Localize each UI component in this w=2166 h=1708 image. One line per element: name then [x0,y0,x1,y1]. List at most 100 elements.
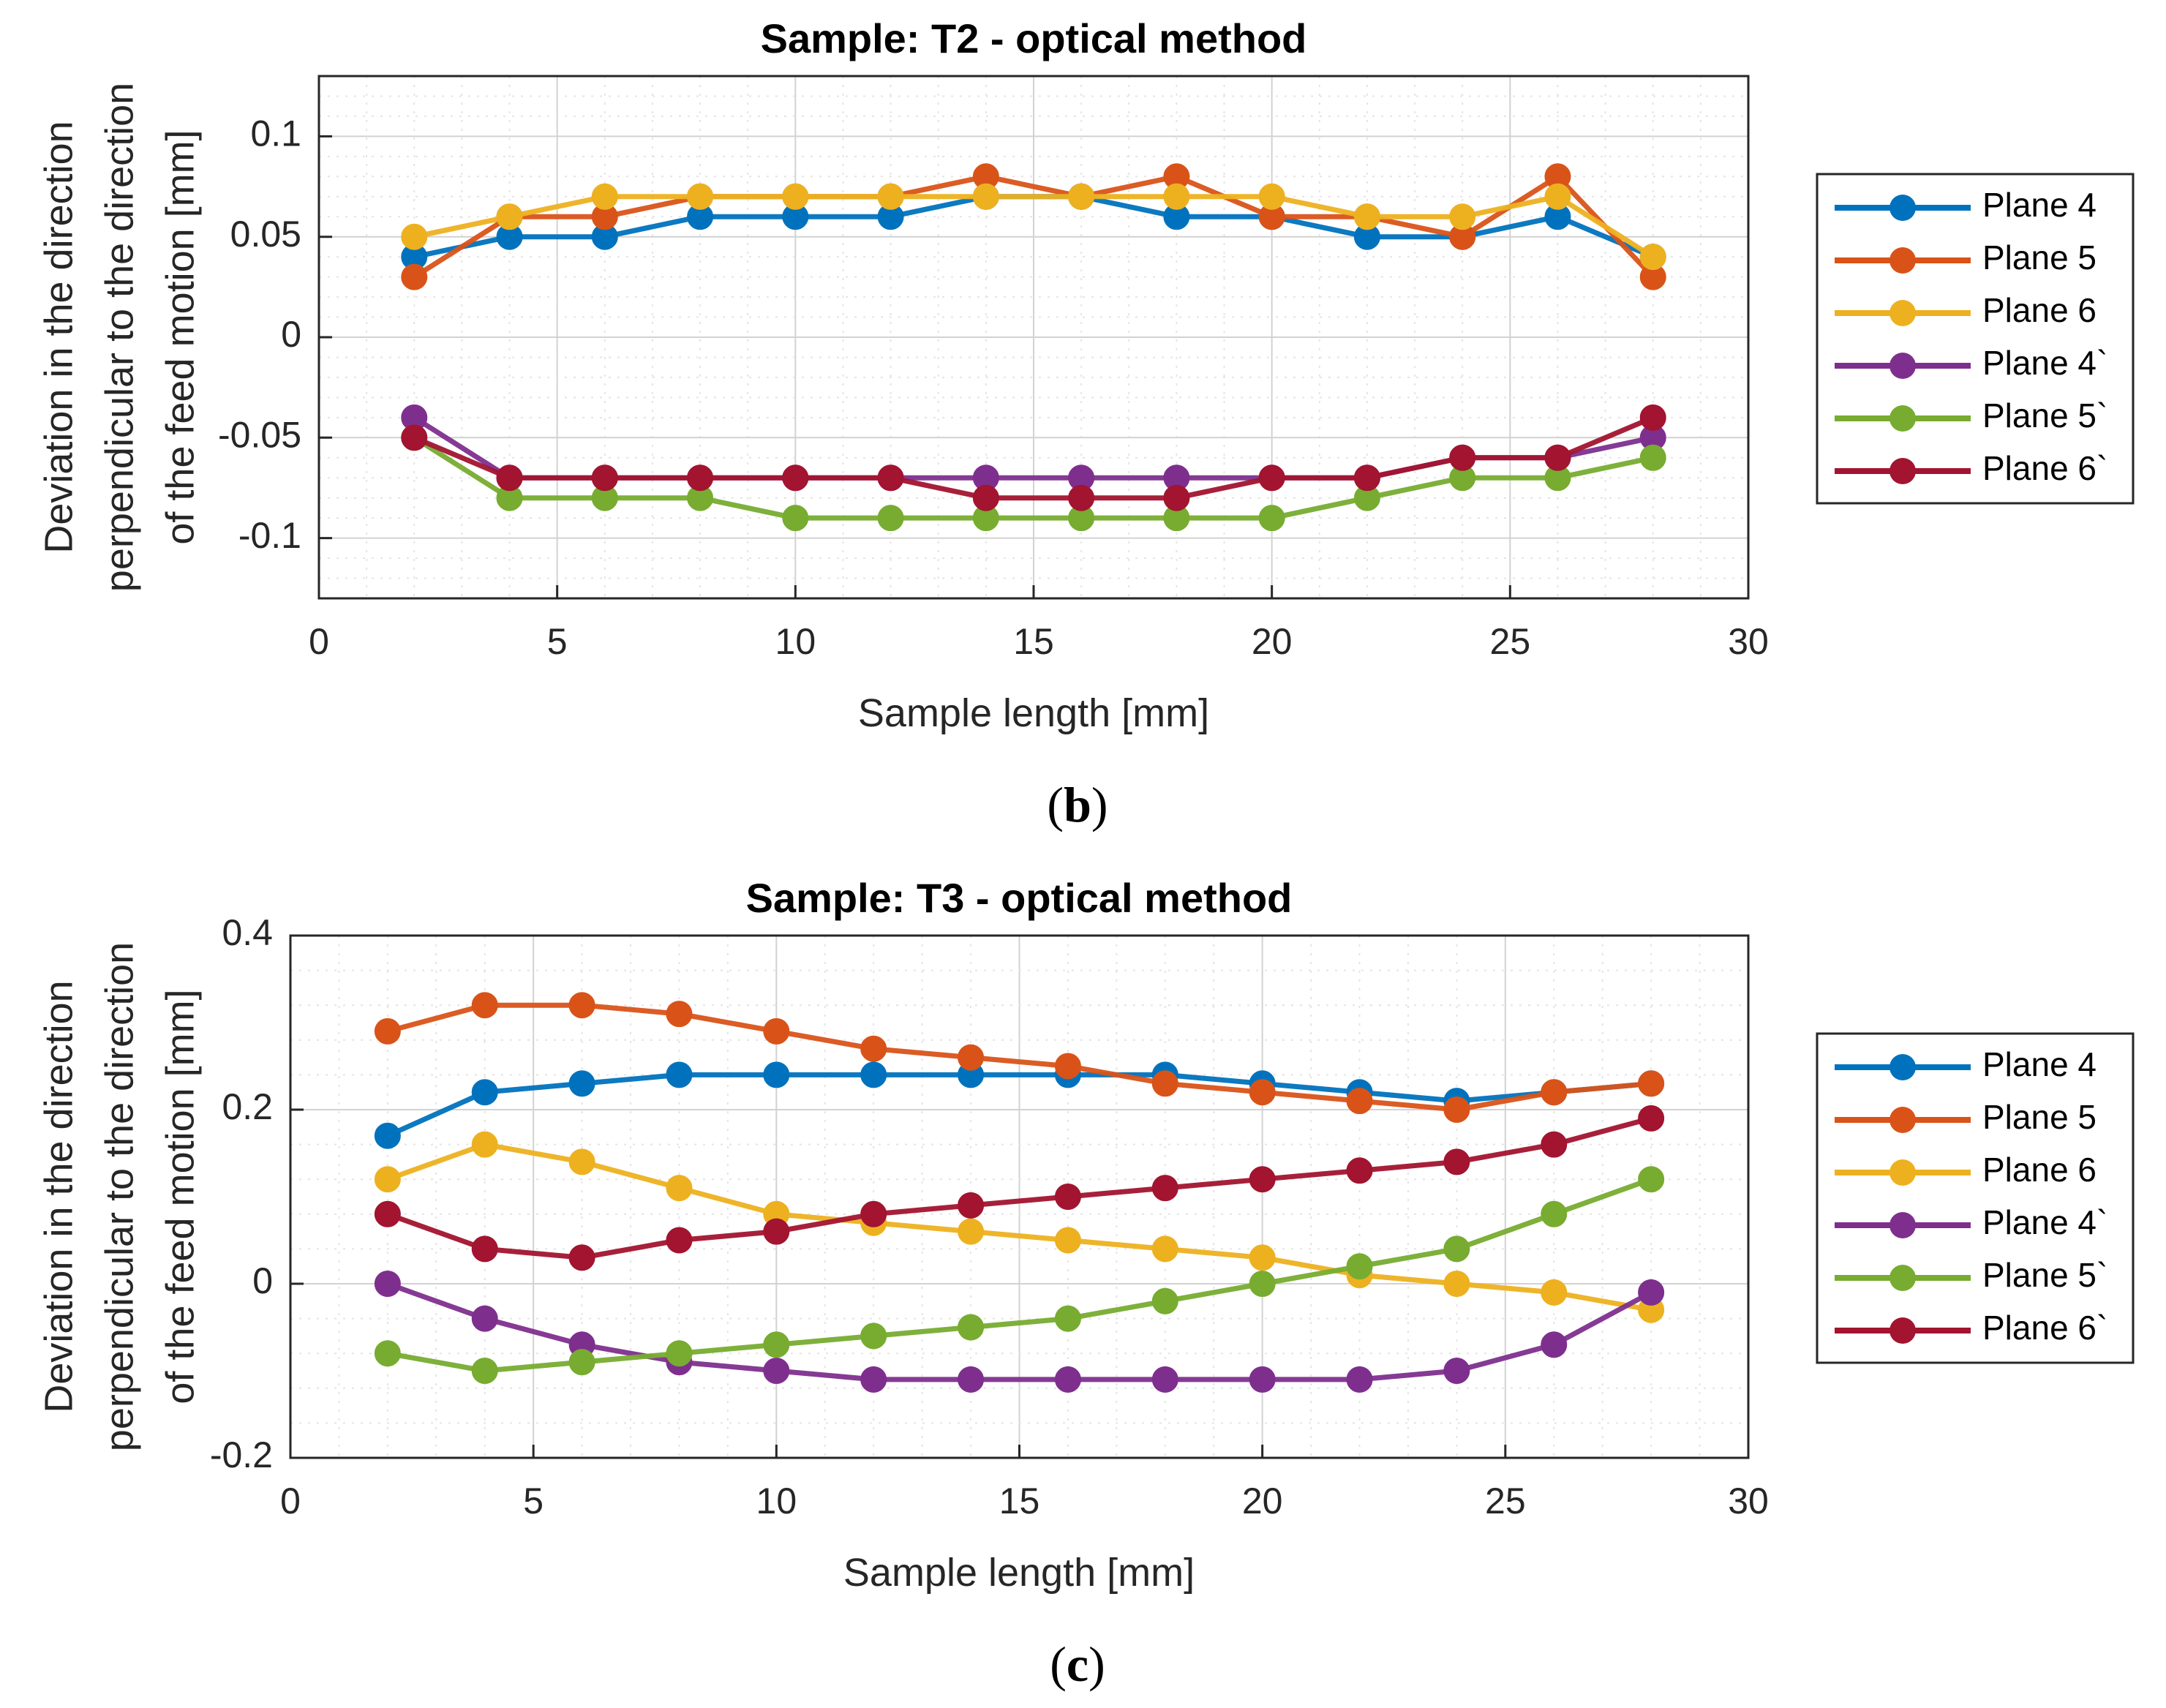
legend-marker [1889,1159,1916,1186]
data-point [1249,1244,1276,1271]
series-plane-6 [401,183,1666,271]
y-tick-labels: 0.4 0.2 0 -0.2 [210,912,304,1475]
data-point [972,183,999,210]
data-point [1541,1131,1568,1158]
chart-t2: Sample: T2 - optical method 0.1 0.05 0 -0.0… [37,15,2135,832]
y-tick-label: 0.05 [230,214,301,255]
data-point [1639,404,1666,431]
y-axis-label-line-1: Deviation in the direction [37,980,80,1412]
x-axis-label: Sample length [mm] [858,691,1209,735]
data-point [1541,1331,1568,1358]
legend-label: Plane 4 [1982,1045,2097,1083]
x-tick-label: 0 [309,621,329,662]
y-axis-label-line-2: perpendicular to the direction [97,83,141,592]
legend-item: Plane 4 [1835,186,2097,224]
data-point [1443,1358,1470,1384]
caption: (c) [1050,1636,1105,1692]
data-point [1249,1166,1276,1193]
chart-title: Sample: T2 - optical method [761,15,1307,61]
data-point [591,464,618,492]
data-point [1443,1096,1470,1123]
legend-box [1816,173,2135,505]
data-point [1054,1366,1081,1393]
data-point [763,1331,790,1358]
x-tick-labels: 0 5 10 15 20 25 30 [309,585,1769,662]
data-point [1163,484,1190,511]
legend-item: Plane 6 [1835,1151,2097,1189]
data-point [1346,1088,1373,1115]
legend-item: Plane 6` [1835,1309,2107,1347]
data-point [958,1218,985,1245]
data-point [1054,1227,1081,1254]
legend-label: Plane 5` [1982,396,2107,434]
y-axis-label-line-2: perpendicular to the direction [97,942,141,1451]
legend-label: Plane 6` [1982,449,2107,487]
data-point [782,183,809,210]
data-point [782,505,809,532]
x-axis-label: Sample length [mm] [843,1551,1195,1595]
series-line [385,1002,1654,1113]
legend-label: Plane 5` [1982,1256,2107,1294]
data-point [568,992,595,1019]
data-point [591,183,618,210]
series-plane-5 [374,992,1665,1123]
data-point [1443,1148,1470,1175]
data-point [763,1218,790,1245]
data-point [1541,1279,1568,1306]
x-tick-label: 25 [1485,1481,1526,1521]
caption-open: ( [1050,1636,1067,1692]
y-tick-label: 0.4 [222,912,273,953]
legend-item: Plane 4` [1835,344,2107,382]
legend-marker [1889,247,1916,274]
y-tick-label: 0 [252,1260,273,1301]
x-tick-label: 0 [280,1481,301,1521]
data-point [1541,1200,1568,1227]
data-point [958,1366,985,1393]
data-point [1068,484,1095,511]
legend-marker [1889,1317,1916,1344]
x-tick-label: 5 [523,1481,544,1521]
caption: (b) [1047,777,1108,832]
legend-marker [1889,1212,1916,1238]
data-point [958,1044,985,1071]
series-plane-6- [401,404,1666,511]
data-point [666,1340,693,1367]
data-point [496,464,523,492]
data-point [1638,1070,1665,1097]
legend-label: Plane 6 [1982,291,2097,329]
data-point [1068,183,1095,210]
data-point [1151,1366,1178,1393]
data-point [1054,1053,1081,1080]
data-point [1443,1271,1470,1297]
data-point [1544,444,1571,471]
data-point [860,1323,887,1350]
data-point [860,1200,887,1227]
data-point [496,203,523,230]
x-tick-label: 30 [1728,621,1769,662]
data-point [972,484,999,511]
caption-close: ) [1091,777,1108,832]
legend-label: Plane 4 [1982,186,2097,224]
data-point [401,424,428,451]
y-tick-labels: 0.1 0.05 0 -0.05 -0.1 [218,113,332,556]
data-point [374,1017,401,1045]
data-point [374,1271,401,1297]
legend-marker [1889,300,1916,326]
series-plane-4 [374,1061,1665,1149]
data-point [877,464,904,492]
legend-item: Plane 4` [1835,1203,2107,1241]
data-point [1151,1287,1178,1314]
caption-letter: c [1067,1636,1088,1692]
y-axis-label-line-3: of the feed motion [mm] [158,989,202,1404]
data-point [1638,1166,1665,1193]
y-tick-label: -0.2 [210,1434,273,1475]
legend-item: Plane 4 [1835,1045,2097,1083]
data-point [471,1305,498,1332]
data-point [568,1070,595,1097]
data-point [568,1349,595,1376]
legend-label: Plane 6` [1982,1309,2107,1347]
series-line [411,194,1656,260]
series-line [385,1281,1654,1382]
legend-marker [1889,195,1916,221]
chart-title: Sample: T3 - optical method [746,875,1293,921]
